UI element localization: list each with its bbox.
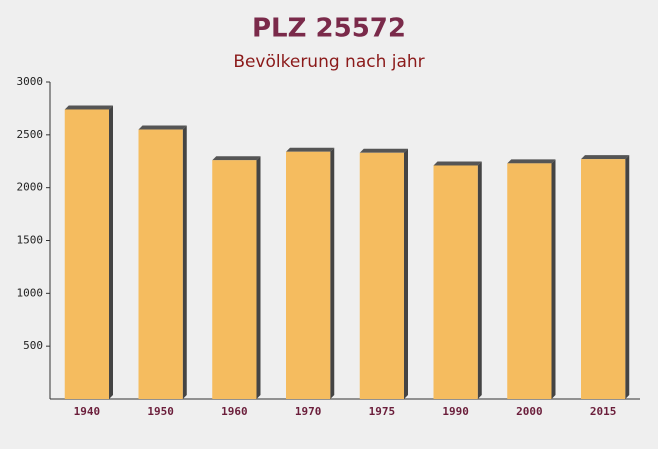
bar-side [330,147,335,399]
bar [286,151,331,399]
chart-title: PLZ 25572 [252,14,406,44]
bar [433,165,478,399]
y-tick-label: 2500 [17,128,44,141]
bar-top [581,155,630,160]
bar-top [212,156,261,161]
bar-side [551,159,556,399]
x-tick-label: 1940 [74,405,101,418]
x-tick-label: 1960 [221,405,248,418]
bar-top [64,105,113,110]
x-tick-label: 1970 [295,405,322,418]
bar [138,129,183,400]
bar [507,163,552,399]
x-tick-label: 2000 [516,405,543,418]
bar-side [109,105,113,400]
y-tick-label: 2000 [17,181,44,194]
x-tick-label: 1990 [442,405,469,418]
x-tick-label: 2015 [590,405,617,418]
bar [212,160,257,399]
bar-side [404,148,408,399]
bar-side [625,155,630,399]
bar-side [477,161,482,399]
x-tick-label: 1975 [369,405,396,418]
bar [64,109,109,400]
bar [359,152,404,399]
bar-top [507,159,556,164]
x-tick-label: 1950 [147,405,174,418]
chart-subtitle: Bevölkerung nach jahr [233,52,424,72]
y-tick-label: 500 [23,339,43,352]
y-tick-label: 3000 [17,75,44,88]
bar-side [256,156,261,399]
bar [581,159,626,399]
bar-top [359,148,408,153]
bar-top [286,147,335,152]
bar-top [138,125,187,130]
y-tick-label: 1000 [17,286,44,299]
y-tick-label: 1500 [17,234,44,247]
bar-side [182,125,187,400]
bar-top [433,161,482,166]
